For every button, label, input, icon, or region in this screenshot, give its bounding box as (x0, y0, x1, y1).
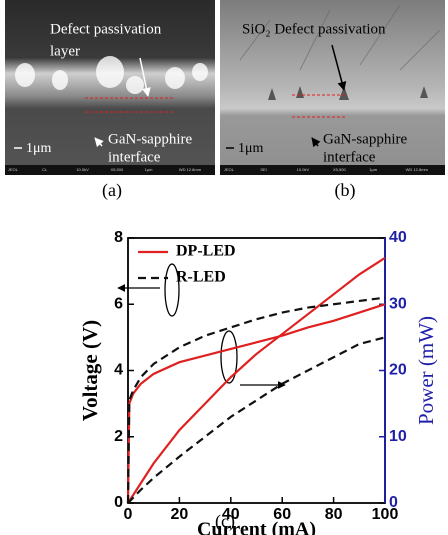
series-line (126, 303, 386, 504)
footer-text: 1μm (145, 167, 154, 172)
x-tick-label: 40 (222, 506, 240, 523)
y-tick-label: 6 (114, 295, 123, 312)
y-axis-label: Voltage (V) (78, 320, 102, 421)
scale-label: 1μm (238, 141, 264, 156)
annotation: Defect passivation (50, 21, 162, 37)
panel-label: (a) (102, 180, 122, 201)
series-line (126, 296, 386, 504)
footer: JEOL SEI 10.0kV X5,500 1μm WD 12.8mm (224, 167, 429, 172)
y2-tick-label: 0 (389, 494, 398, 511)
y2-tick-label: 40 (389, 229, 407, 246)
x-tick-label: 20 (171, 506, 189, 523)
y2-tick-label: 30 (389, 295, 407, 312)
y-tick-label: 0 (114, 494, 123, 511)
y-tick-label: 2 (114, 428, 123, 445)
annotation: interface (323, 149, 376, 165)
footer-text: CL (42, 167, 48, 172)
footer-text: WD 12.8mm (406, 167, 429, 172)
x-tick-label: 80 (325, 506, 343, 523)
x-tick-label: 0 (124, 506, 133, 523)
footer-text: JEOL (8, 167, 19, 172)
footer-text: 10.0kV (76, 167, 89, 172)
x-tick-label: 100 (372, 506, 399, 523)
annotation: SiO₂ Defect passivation (242, 21, 386, 37)
annotation: interface (108, 149, 161, 165)
scale-label: 1μm (26, 141, 52, 156)
annotation: GaN-sapphire (323, 131, 407, 147)
sem-image-b (220, 0, 445, 175)
x-tick-label: 60 (273, 506, 291, 523)
sem-image-a (5, 0, 215, 175)
legend-label: R-LED (176, 269, 226, 286)
annotation-arrows (117, 263, 286, 389)
footer-text: SEI (260, 167, 266, 172)
y-tick-label: 4 (114, 362, 123, 379)
y2-tick-label: 20 (389, 362, 407, 379)
y-tick-label: 8 (114, 229, 123, 246)
x-axis-label: Current (mA) (197, 519, 316, 535)
annotation: layer (50, 43, 80, 59)
y2-tick-label: 10 (389, 428, 407, 445)
panel-label: (c) (215, 511, 235, 532)
footer-text: 10.0kV (297, 167, 310, 172)
footer-text: WD 12.8mm (179, 167, 202, 172)
footer-text: 1μm (369, 167, 378, 172)
footer-text: X5,500 (333, 167, 346, 172)
series-line (127, 256, 386, 504)
legend-label: DP-LED (176, 243, 236, 260)
footer-text: X5,500 (111, 167, 124, 172)
y2-axis-label: Power (mW) (414, 316, 438, 425)
series-line (127, 336, 386, 504)
annotation: GaN-sapphire (108, 131, 192, 147)
footer-text: JEOL (224, 167, 235, 172)
panel-label: (b) (335, 180, 356, 201)
footer: JEOL CL 10.0kV X5,500 1μm WD 12.8mm (8, 167, 202, 172)
